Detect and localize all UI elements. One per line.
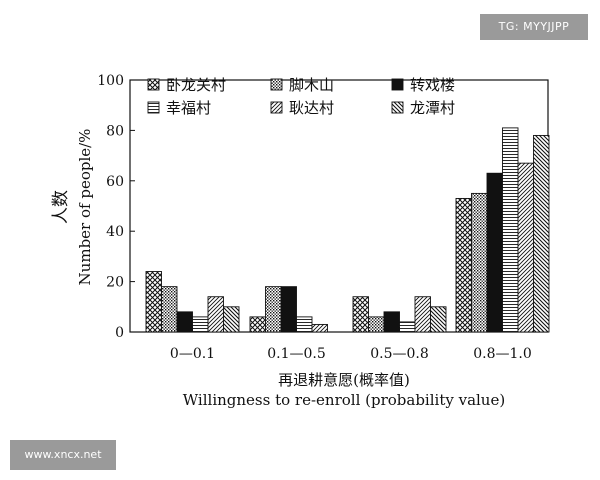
x-tick-label: 0.1—0.5 [267, 346, 326, 362]
bar [383, 311, 400, 333]
watermark-bottom-left: www.xncx.net [10, 440, 116, 470]
bar [430, 306, 447, 333]
bar [533, 134, 550, 333]
y-axis: 0 20 40 60 80 100 [97, 73, 135, 341]
bar [265, 286, 282, 333]
bar [207, 296, 224, 333]
bar [296, 316, 313, 333]
x-tick-label: 0.8—1.0 [473, 346, 532, 362]
y-tick-label: 60 [106, 174, 124, 190]
x-axis-label-cn: 再退耕意愿(概率值) [278, 371, 410, 389]
bar [249, 316, 266, 333]
legend-label: 卧龙关村 [166, 76, 226, 94]
x-tick-label: 0—0.1 [170, 346, 215, 362]
bar [192, 316, 209, 333]
bar [455, 197, 472, 333]
bar [280, 286, 297, 333]
bar [414, 296, 431, 333]
x-tick-label: 0.5—0.8 [370, 346, 429, 362]
legend-swatch [270, 78, 283, 91]
legend-label: 耿达村 [289, 99, 334, 117]
bar [311, 323, 328, 333]
legend-swatch [391, 101, 404, 114]
legend-label: 转戏楼 [410, 76, 455, 94]
x-axis-label-en: Willingness to re-enroll (probability va… [183, 391, 505, 409]
y-tick-label: 40 [106, 224, 124, 240]
bar [368, 316, 385, 333]
y-tick-label: 80 [106, 123, 124, 139]
bar [176, 311, 193, 333]
x-axis: 0—0.1 0.1—0.5 0.5—0.8 0.8—1.0 [170, 327, 532, 362]
bar [517, 162, 534, 333]
y-axis-label-cn: 人数 [51, 190, 71, 224]
bar [161, 286, 178, 333]
bar [352, 296, 369, 333]
bar [223, 306, 240, 333]
legend-label: 幸福村 [166, 99, 211, 117]
bar [399, 321, 416, 333]
legend-label: 脚木山 [289, 76, 334, 94]
bar [471, 192, 488, 333]
legend-swatch [270, 101, 283, 114]
y-tick-label: 0 [115, 325, 124, 341]
bars [145, 127, 550, 333]
watermark-top-right: TG: MYYJJPP [480, 14, 588, 40]
bar [486, 172, 503, 333]
bar [502, 127, 519, 333]
bar [145, 271, 162, 333]
legend-label: 龙潭村 [410, 99, 455, 117]
legend-swatch [391, 78, 404, 91]
y-tick-label: 20 [106, 275, 124, 291]
legend-swatch [147, 101, 160, 114]
y-tick-label: 100 [97, 73, 124, 89]
legend-swatch [147, 78, 160, 91]
y-axis-label-en: Number of people/% [76, 129, 94, 286]
